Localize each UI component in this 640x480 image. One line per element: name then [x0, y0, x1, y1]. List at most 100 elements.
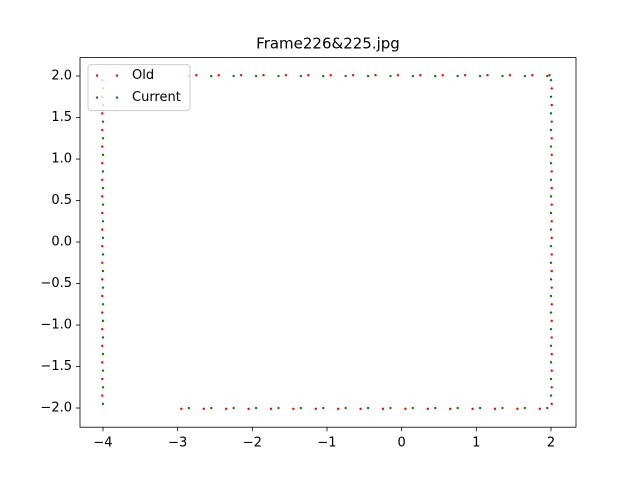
point [101, 186, 105, 190]
point [101, 327, 104, 331]
point [101, 120, 105, 123]
point [549, 128, 553, 132]
point [550, 336, 553, 339]
point [180, 407, 183, 411]
point [411, 406, 415, 410]
point [508, 73, 512, 77]
point [463, 73, 467, 77]
point [101, 211, 104, 215]
point [292, 407, 295, 411]
point [101, 161, 104, 165]
point [501, 74, 504, 78]
point [101, 402, 105, 406]
point [351, 73, 355, 77]
point [550, 203, 553, 206]
legend-box [87, 64, 191, 112]
point [277, 74, 280, 78]
point [232, 74, 235, 78]
point [549, 327, 553, 331]
point [101, 352, 105, 356]
point [101, 203, 105, 206]
point [101, 311, 104, 314]
point [101, 137, 105, 140]
point [546, 406, 549, 410]
x-tick-label: −2 [243, 436, 262, 451]
point [101, 278, 104, 281]
point [374, 73, 377, 77]
point [101, 228, 104, 231]
point [549, 112, 553, 115]
point [538, 407, 541, 411]
point [299, 406, 303, 410]
x-tick-label: −3 [168, 436, 187, 451]
x-tick-label: 0 [398, 436, 406, 451]
point [254, 406, 258, 410]
point [550, 120, 553, 123]
x-tick-label: −4 [93, 436, 112, 451]
point [516, 407, 519, 411]
point [550, 269, 553, 273]
point [523, 406, 527, 410]
point [549, 261, 553, 264]
y-tick-label: −1.0 [40, 318, 72, 333]
point [307, 73, 310, 77]
point [239, 73, 243, 77]
point [523, 74, 527, 78]
point [550, 87, 553, 90]
point [232, 406, 235, 410]
point [389, 406, 392, 410]
legend-marker [115, 74, 119, 77]
point [284, 73, 288, 77]
point [456, 74, 459, 78]
point [478, 74, 482, 78]
point [434, 74, 437, 78]
y-tick-label: 0.0 [51, 235, 72, 250]
point [549, 394, 553, 397]
point [434, 406, 437, 410]
point [101, 220, 105, 223]
x-tick-label: 2 [547, 436, 555, 451]
point [549, 178, 553, 181]
point [550, 170, 553, 173]
point [101, 369, 105, 372]
point [549, 278, 553, 281]
point [549, 195, 553, 198]
point [471, 407, 474, 411]
point [101, 386, 105, 389]
point [344, 74, 347, 78]
point [550, 303, 553, 306]
y-tick-label: 1.5 [51, 110, 72, 125]
point [101, 153, 105, 157]
point [549, 228, 553, 231]
point [404, 407, 407, 411]
point [366, 74, 370, 78]
point [550, 103, 553, 107]
point [101, 244, 104, 248]
point [262, 73, 265, 77]
point [550, 319, 553, 323]
point [101, 377, 104, 381]
point [389, 74, 392, 78]
legend-marker [95, 96, 99, 99]
chart-title: Frame226&225.jpg [256, 35, 400, 53]
x-tick-label: 1 [472, 436, 480, 451]
point [277, 406, 280, 410]
point [101, 261, 104, 264]
point [549, 244, 553, 248]
point [549, 95, 553, 98]
point [224, 407, 228, 411]
point [101, 336, 105, 339]
point [548, 73, 551, 77]
point [550, 253, 553, 256]
point [550, 369, 553, 372]
point [549, 294, 553, 298]
x-tick-label: −1 [317, 436, 336, 451]
y-tick-label: −0.5 [40, 276, 72, 291]
point [549, 311, 553, 314]
plot-frame [79, 57, 577, 428]
point [101, 112, 104, 115]
point [101, 170, 105, 173]
y-tick-label: 0.5 [51, 193, 72, 208]
point [550, 137, 553, 140]
point [366, 406, 370, 410]
